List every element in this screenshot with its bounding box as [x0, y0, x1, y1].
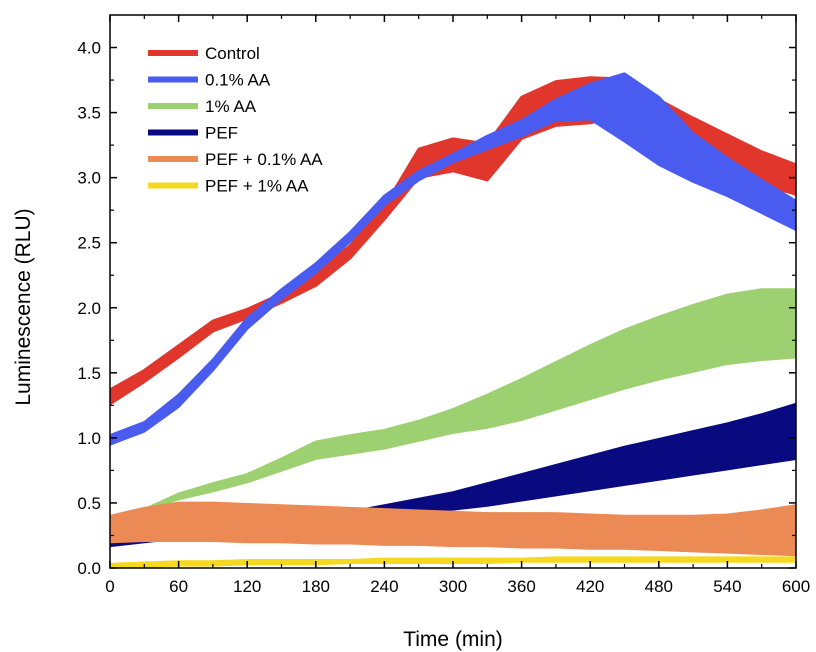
- x-tick-label: 0: [105, 577, 114, 596]
- series-band-control: [110, 76, 796, 406]
- y-tick-label: 0.5: [77, 494, 101, 513]
- legend-label-pef-1-aa: PEF + 1% AA: [205, 177, 309, 196]
- series-band-0-1-aa: [110, 72, 796, 446]
- legend-label-pef: PEF: [205, 124, 238, 143]
- plot-area: [110, 72, 796, 568]
- legend-label-1-aa: 1% AA: [205, 97, 257, 116]
- y-tick-label: 1.0: [77, 429, 101, 448]
- legend-label-0-1-aa: 0.1% AA: [205, 71, 271, 90]
- y-axis-title: Luminescence (RLU): [12, 208, 35, 405]
- legend-label-pef-0-1-aa: PEF + 0.1% AA: [205, 150, 323, 169]
- x-tick-label: 120: [233, 577, 261, 596]
- axes: 0 60 120 180 240 300 360 420 480 540 600 0.0 0.5 1.0 1…: [77, 14, 810, 596]
- y-tick-label: 1.5: [77, 364, 101, 383]
- x-tick-label: 60: [169, 577, 188, 596]
- x-tick-label: 360: [507, 577, 535, 596]
- series-band-pef-0-1-aa: [110, 501, 796, 557]
- legend: Control 0.1% AA 1% AA PEF PEF + 0.1% AA PEF +…: [148, 44, 323, 196]
- x-tick-label: 420: [576, 577, 604, 596]
- legend-label-control: Control: [205, 44, 260, 63]
- y-tick-label: 4.0: [77, 39, 101, 58]
- series-band-1-aa: [143, 288, 796, 511]
- y-tick-label: 3.5: [77, 104, 101, 123]
- y-tick-label: 2.5: [77, 234, 101, 253]
- y-tick-label: 3.0: [77, 169, 101, 188]
- x-tick-label: 480: [645, 577, 673, 596]
- x-tick-label: 600: [782, 577, 810, 596]
- x-tick-label: 180: [302, 577, 330, 596]
- x-tick-label: 540: [713, 577, 741, 596]
- x-tick-label: 300: [439, 577, 467, 596]
- x-axis-title: Time (min): [403, 628, 503, 651]
- y-tick-label: 0.0: [77, 559, 101, 578]
- y-tick-label: 2.0: [77, 299, 101, 318]
- x-tick-label: 240: [370, 577, 398, 596]
